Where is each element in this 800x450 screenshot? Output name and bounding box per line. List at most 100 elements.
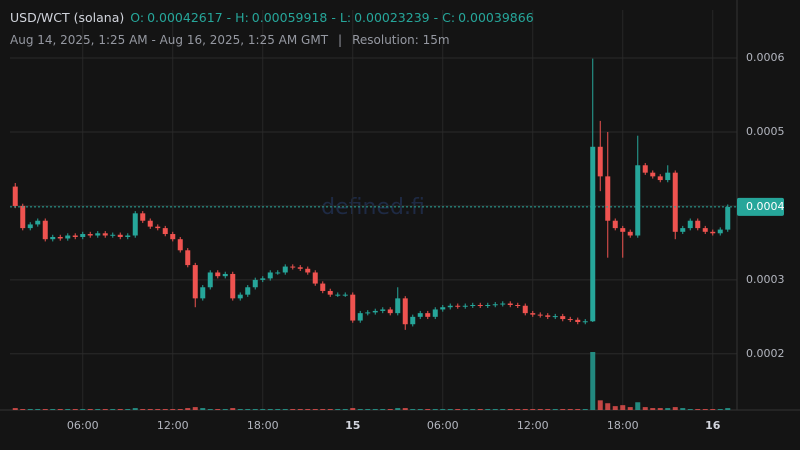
candle-body [290, 266, 296, 268]
candle-body [567, 319, 573, 321]
candle-body [147, 220, 153, 227]
candle-body [162, 228, 168, 235]
volume-bar [87, 409, 93, 410]
candle-body [725, 206, 731, 230]
volume-bar [95, 409, 101, 410]
candle-body [552, 316, 558, 318]
volume-bar [627, 407, 633, 410]
y-tick-label: 0.0003 [746, 273, 785, 286]
candle-body [522, 305, 528, 314]
candle-body [440, 307, 446, 310]
candle-body [582, 321, 588, 323]
subtitle: Aug 14, 2025, 1:25 AM - Aug 16, 2025, 1:… [10, 33, 450, 47]
candle-body [350, 294, 356, 321]
candle-body [110, 234, 116, 236]
y-tick-label: 0.0006 [746, 51, 785, 64]
watermark: defined.fi [321, 195, 425, 220]
ohlc-value: 0.00059918 [251, 10, 328, 25]
volume-bar [447, 409, 453, 410]
volume-bar [327, 409, 333, 410]
candle-body [380, 309, 386, 311]
volume-bar [357, 409, 363, 410]
volume-bar [417, 409, 423, 410]
volume-bar [230, 408, 236, 410]
ohlc-label: O: [130, 10, 145, 25]
candle-body [485, 305, 491, 307]
volume-bar [687, 409, 693, 410]
volume-bar [35, 409, 41, 410]
candle-body [530, 313, 536, 315]
volume-bar [657, 408, 663, 410]
candle-body [590, 146, 596, 322]
volume-bar [282, 409, 288, 410]
volume-bar [72, 409, 78, 410]
volume-bar [312, 409, 318, 410]
candle-body [477, 305, 483, 307]
candle-body [620, 228, 626, 232]
volume-bar [117, 409, 123, 410]
volume-bar [170, 409, 176, 410]
candle-body [687, 220, 693, 229]
volume-bar [537, 409, 543, 410]
candle-body [80, 234, 86, 237]
volume-bar [110, 409, 116, 410]
volume-bar [80, 409, 86, 410]
ohlc-label: C: [442, 10, 456, 25]
volume-bar [492, 409, 498, 410]
candle-body [252, 279, 258, 288]
volume-bar [20, 409, 26, 410]
candle-body [95, 233, 101, 236]
volume-bar [620, 405, 626, 410]
candle-body [432, 309, 438, 317]
candle-body [185, 250, 191, 266]
candle-body [132, 213, 138, 236]
candle-body [27, 224, 33, 229]
ohlc-label: H: [235, 10, 249, 25]
candle-body [605, 176, 611, 221]
candle-body [72, 235, 78, 237]
candle-body [65, 235, 71, 239]
candle-body [305, 268, 311, 273]
volume-bar [267, 409, 273, 410]
candle-body [335, 294, 341, 296]
volume-bar [402, 408, 408, 410]
volume-bar [50, 409, 56, 410]
y-tick-label: 0.0005 [746, 125, 785, 138]
x-tick-label: 18:00 [607, 419, 639, 432]
header: USD/WCT (solana) O: 0.00042617- H: 0.0005991… [10, 10, 534, 25]
candle-body [230, 273, 236, 299]
x-tick-label: 12:00 [517, 419, 549, 432]
volume-bar [710, 409, 716, 410]
volume-bar [440, 409, 446, 410]
volume-bar [342, 409, 348, 410]
candle-body [342, 294, 348, 296]
candle-body [155, 226, 161, 229]
separator: - [226, 10, 232, 25]
volume-bar [237, 409, 243, 410]
volume-bar [582, 409, 588, 410]
y-tick-label: 0.0002 [746, 347, 785, 360]
volume-bar [575, 409, 581, 410]
volume-bar [140, 409, 146, 410]
price-tag-label: 0.0004 [746, 200, 785, 213]
candle-body [140, 213, 146, 221]
candle-body [357, 313, 363, 321]
volume-bar [27, 409, 33, 410]
volume-bar [380, 409, 386, 410]
date-range: Aug 14, 2025, 1:25 AM - Aug 16, 2025, 1:… [10, 33, 329, 47]
volume-bar [365, 409, 371, 410]
candle-body [102, 233, 108, 236]
volume-bar [260, 409, 266, 410]
volume-bar [147, 409, 153, 410]
volume-bar [530, 409, 536, 410]
price-tag [737, 197, 784, 216]
candle-body [267, 272, 273, 279]
volume-bar [372, 409, 378, 410]
separator: | [338, 33, 343, 47]
x-tick-label: 18:00 [247, 419, 279, 432]
candle-body [275, 272, 281, 274]
volume-bar [425, 409, 431, 410]
volume-bar [65, 409, 71, 410]
candle-body [612, 220, 618, 229]
